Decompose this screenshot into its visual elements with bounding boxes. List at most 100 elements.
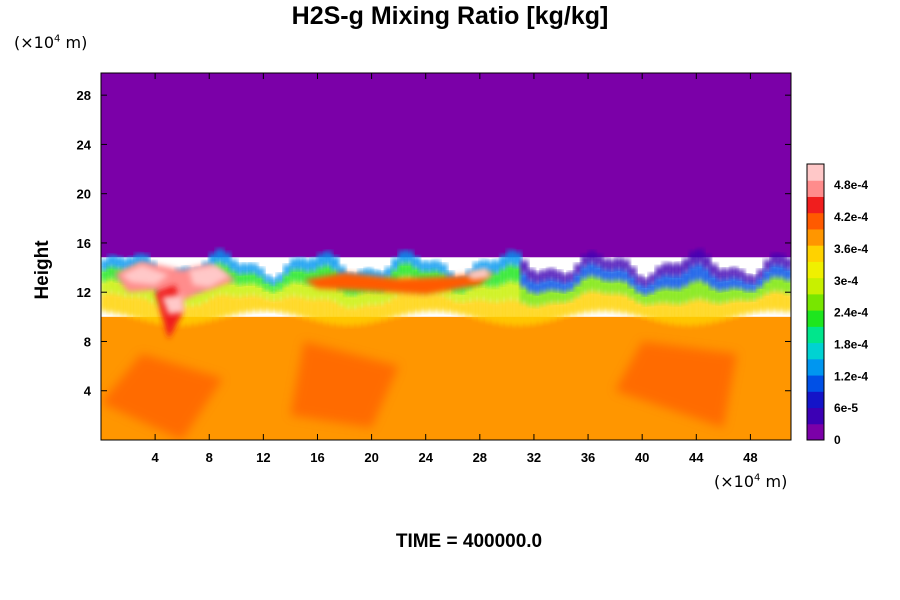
- mid-layer-cell: [669, 263, 677, 276]
- mid-layer-cell: [493, 300, 502, 324]
- mid-layer-cell: [270, 291, 278, 300]
- mid-layer-cell: [398, 251, 407, 264]
- mid-layer-cell: [750, 298, 759, 313]
- mid-layer-cell: [385, 267, 393, 278]
- chart-title: H2S-g Mixing Ratio [kg/kg]: [291, 2, 609, 30]
- colorbar-swatch: [807, 180, 824, 197]
- mid-layer-cell: [533, 272, 542, 283]
- mid-layer-cell: [648, 273, 657, 283]
- mid-layer-cell: [533, 292, 542, 306]
- mid-layer-cell: [696, 262, 705, 281]
- x-tick-label: 8: [206, 450, 213, 465]
- mid-layer-cell: [750, 275, 759, 284]
- y-axis: 4 8 12 16 20 24 28: [77, 88, 791, 399]
- x-tick-label: 12: [256, 450, 270, 465]
- mid-layer-cell: [195, 289, 204, 305]
- mid-layer-cell: [757, 269, 765, 278]
- mid-layer-cell: [594, 254, 603, 266]
- mid-layer-cell: [628, 267, 637, 277]
- mid-layer-cell: [229, 260, 238, 271]
- mid-layer-cell: [317, 265, 326, 282]
- mid-layer-cell: [128, 295, 136, 317]
- mid-layer-cell: [777, 264, 786, 278]
- mid-layer-cell: [398, 262, 407, 278]
- mid-layer-cell: [513, 265, 522, 283]
- mid-layer-cell: [303, 297, 312, 319]
- mid-layer-cell: [567, 279, 576, 290]
- mid-layer-cell: [473, 262, 481, 274]
- mid-layer-cell: [567, 272, 576, 281]
- mid-layer-cell: [757, 285, 765, 298]
- mid-layer-cell: [141, 254, 150, 268]
- peak-core: [161, 294, 185, 315]
- mid-layer-cell: [703, 267, 711, 284]
- mid-layer-cell: [703, 282, 711, 301]
- mid-layer-cell: [121, 281, 130, 296]
- mid-layer-cell: [283, 295, 292, 314]
- colorbar-tick-label: 1.8e-4: [834, 337, 868, 351]
- mid-layer-cell: [188, 304, 197, 325]
- mid-layer-cell: [682, 270, 691, 286]
- mid-layer-cell: [378, 271, 387, 282]
- mid-layer-cell: [270, 298, 278, 312]
- mid-layer-cell: [527, 304, 535, 325]
- mid-layer-cell: [689, 264, 698, 282]
- y-tick-label: 8: [84, 334, 91, 349]
- mid-layer-cell: [317, 253, 326, 267]
- mid-layer-cell: [128, 257, 136, 269]
- mid-layer-cell: [743, 299, 752, 314]
- mid-layer-cell: [561, 290, 569, 303]
- mid-layer-cell: [148, 285, 157, 302]
- mid-layer-cell: [148, 300, 157, 323]
- colorbar-frame: [806, 163, 825, 441]
- mid-layer-cell: [134, 295, 143, 319]
- mid-layer-cell: [283, 283, 292, 297]
- mid-layer-cell: [750, 289, 759, 300]
- mid-layer-cell: [581, 277, 590, 293]
- x-tick-label: 24: [418, 450, 433, 465]
- mid-layer-cell: [114, 293, 123, 314]
- mid-layer-cell: [243, 282, 251, 296]
- mid-layer-cell: [662, 301, 671, 323]
- mid-layer-cell: [459, 291, 468, 302]
- mid-layer-cell: [364, 268, 373, 280]
- mid-layer-cell: [486, 261, 495, 274]
- colorbar-swatch: [807, 407, 824, 425]
- mid-layer-cell: [682, 284, 691, 303]
- colorbar-swatch: [807, 228, 824, 246]
- colorbar-swatch: [807, 391, 824, 409]
- mid-layer-cell: [486, 300, 495, 322]
- mid-layer-cell: [324, 251, 332, 266]
- mid-layer-cell: [581, 254, 590, 266]
- mid-layer-cell: [567, 288, 576, 301]
- mid-layer-cell: [155, 304, 163, 324]
- mid-layer-cell: [290, 258, 299, 270]
- mid-layer-cell: [486, 285, 495, 302]
- mid-layer-cell: [236, 264, 245, 274]
- mid-layer-cell: [648, 302, 657, 320]
- colorbar-tick-label: 4.8e-4: [834, 178, 868, 192]
- mid-layer-cell: [581, 291, 590, 313]
- mid-layer-cell: [506, 279, 515, 300]
- mid-layer-cell: [276, 288, 285, 299]
- mid-layer-cell: [601, 268, 610, 281]
- mid-layer-cell: [784, 279, 791, 294]
- x-tick-label: 32: [527, 450, 541, 465]
- mid-layer-cell: [527, 278, 535, 292]
- mid-layer-cell: [418, 293, 427, 312]
- mid-layer-cell: [412, 266, 420, 280]
- mid-layer-cell: [385, 287, 393, 301]
- mid-layer-cell: [452, 300, 461, 314]
- mid-layer-cell: [446, 287, 454, 299]
- mid-layer-cell: [615, 258, 623, 269]
- mid-layer-cell: [270, 278, 278, 286]
- mid-layer-cell: [358, 304, 366, 325]
- mid-layer-cell: [540, 270, 549, 281]
- mid-layer-cell: [324, 279, 332, 299]
- colorbar-swatch: [807, 423, 824, 441]
- mid-layer-cell: [533, 304, 542, 324]
- mid-layer-cell: [547, 268, 556, 279]
- mid-layer-cell: [446, 297, 454, 312]
- colorbar-swatch: [807, 342, 824, 360]
- mid-layer-cell: [351, 306, 360, 325]
